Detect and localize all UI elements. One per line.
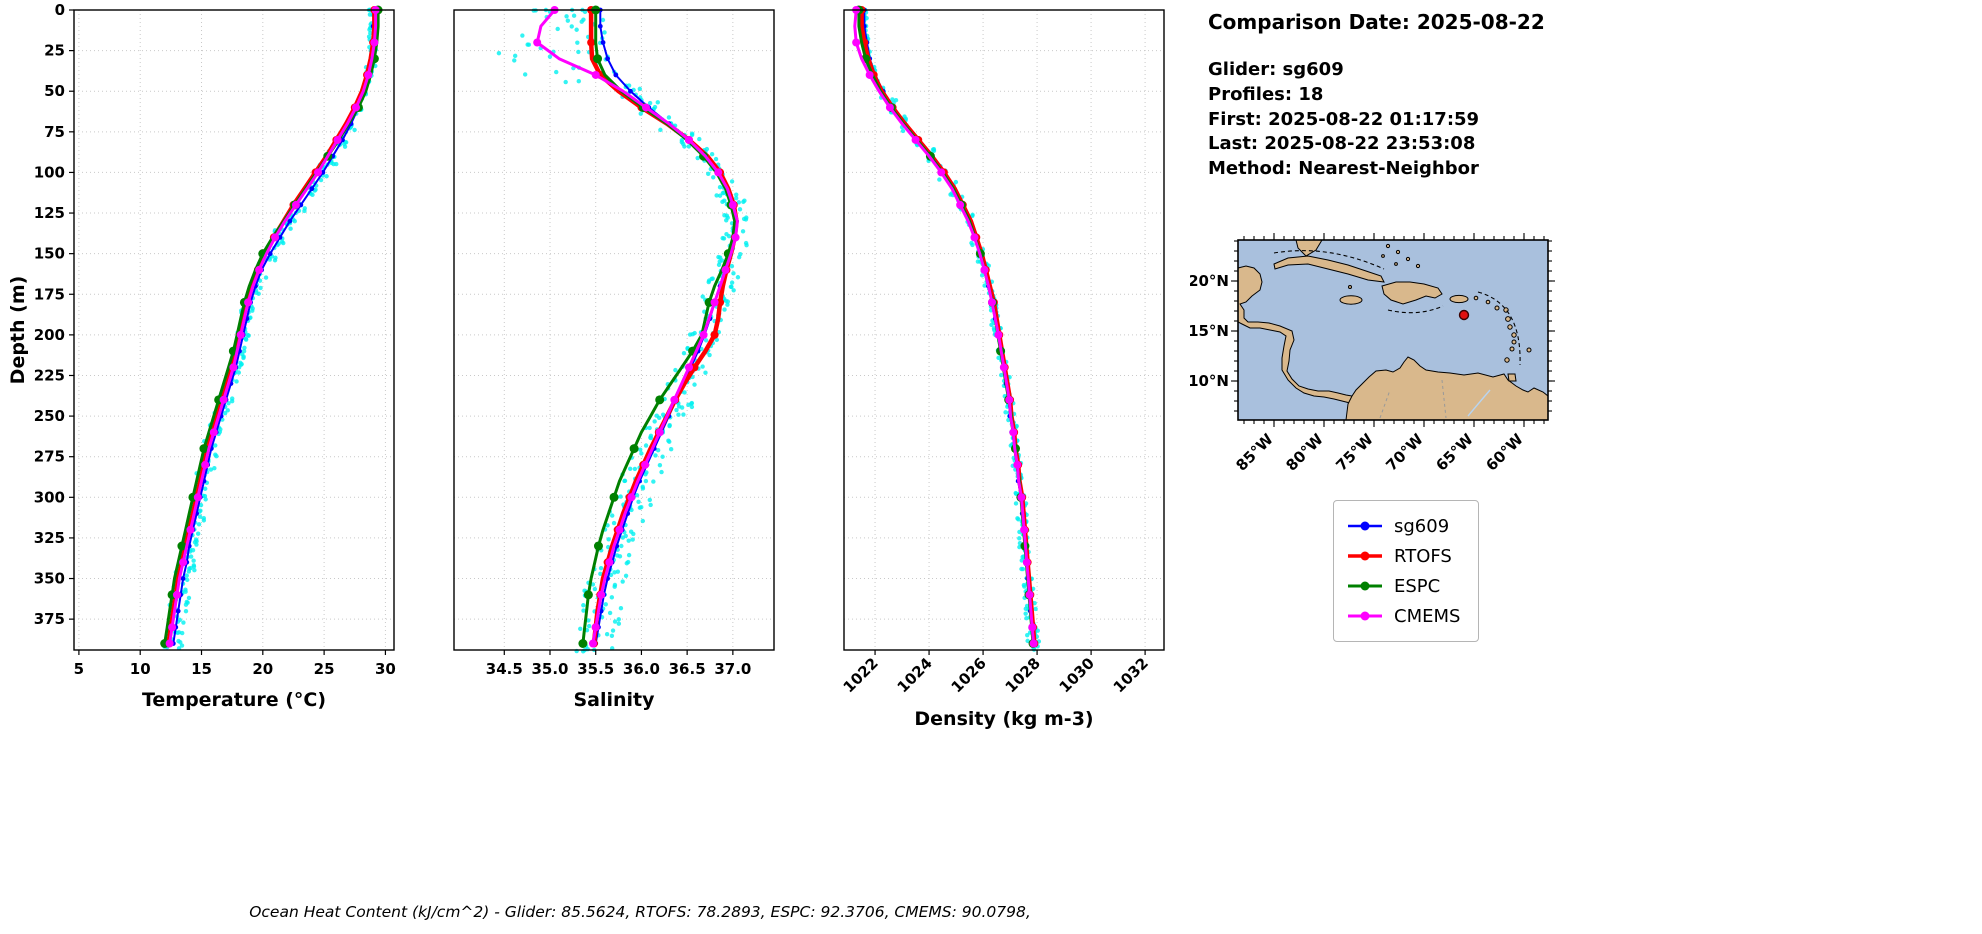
- svg-text:1030: 1030: [1056, 654, 1098, 696]
- map-border: [1237, 239, 1549, 421]
- svg-text:Depth (m): Depth (m): [8, 276, 29, 385]
- svg-text:15: 15: [191, 660, 212, 678]
- svg-text:36.5: 36.5: [669, 660, 706, 678]
- last-profile-time: Last: 2025-08-22 23:53:08: [1208, 133, 1476, 155]
- lon-label-85w: 85°W: [1232, 430, 1277, 475]
- svg-text:1024: 1024: [894, 654, 936, 696]
- svg-text:125: 125: [34, 204, 65, 222]
- series-CMEMS: [533, 6, 740, 648]
- svg-text:200: 200: [34, 326, 65, 344]
- legend-marker-cmems: [1348, 611, 1382, 621]
- salinity-profile-chart: 34.5 35.0 35.5 36.0 36.5 37.0 Salinity: [438, 4, 848, 783]
- legend-label-rtofs: RTOFS: [1394, 545, 1452, 567]
- svg-text:275: 275: [34, 448, 65, 466]
- svg-text:37.0: 37.0: [714, 660, 751, 678]
- legend-marker-rtofs: [1348, 551, 1382, 561]
- svg-text:100: 100: [34, 163, 65, 181]
- svg-text:5: 5: [74, 660, 84, 678]
- profile-plot-svg: 1022 1024 1026 1028 1030 1032 Density (kg m-3): [840, 5, 1165, 730]
- svg-text:250: 250: [34, 407, 65, 425]
- legend-label-sg609: sg609: [1394, 515, 1450, 537]
- svg-text:30: 30: [375, 660, 396, 678]
- svg-text:25: 25: [314, 660, 335, 678]
- svg-text:50: 50: [44, 82, 65, 100]
- glider-position-marker: [1458, 309, 1470, 321]
- lon-label-60w: 60°W: [1482, 430, 1527, 475]
- svg-text:35.0: 35.0: [531, 660, 568, 678]
- legend-item-cmems: CMEMS: [1346, 601, 1460, 631]
- lon-label-65w: 65°W: [1432, 430, 1477, 475]
- profile-plot-svg: 34.5 35.0 35.5 36.0 36.5 37.0 Salinity: [453, 5, 775, 711]
- map-lat-labels: 20°N 15°N 10°N: [1188, 272, 1229, 390]
- svg-text:35.5: 35.5: [577, 660, 614, 678]
- glider-id: Glider: sg609: [1208, 59, 1344, 80]
- legend-marker-espc: [1348, 581, 1382, 591]
- profile-plot-svg: 5 10 15 20 25 3002550751001251501752002252502…: [7, 1, 396, 711]
- map-lon-labels: 85°W 80°W 75°W 70°W 65°W 60°W: [1232, 430, 1527, 475]
- svg-text:75: 75: [44, 123, 65, 141]
- density-profile-chart: 1022 1024 1026 1028 1030 1032 Density (kg m-3): [828, 4, 1238, 783]
- map-minor-lines: [1379, 379, 1491, 419]
- legend-label-cmems: CMEMS: [1394, 605, 1461, 627]
- svg-text:20: 20: [252, 660, 273, 678]
- svg-text:225: 225: [34, 366, 65, 384]
- lon-label-75w: 75°W: [1332, 430, 1377, 475]
- svg-text:0: 0: [55, 4, 65, 19]
- lat-label-15n: 15°N: [1190, 322, 1229, 340]
- ocean-heat-content-caption: Ocean Heat Content (kJ/cm^2) - Glider: 8…: [249, 903, 1031, 921]
- svg-text:175: 175: [34, 285, 65, 303]
- svg-text:350: 350: [34, 570, 65, 588]
- lon-label-70w: 70°W: [1382, 430, 1427, 475]
- location-map-inset: 20°N 15°N 10°N 85°W 80°W 75°W 70°W 65°W …: [1188, 232, 1586, 502]
- svg-text:1028: 1028: [1002, 654, 1044, 696]
- svg-text:300: 300: [34, 488, 65, 506]
- caribbean-map: 20°N 15°N 10°N 85°W 80°W 75°W 70°W 65°W …: [1188, 233, 1555, 475]
- legend-item-sg609: sg609: [1346, 511, 1460, 541]
- profiles-count: Profiles: 18: [1208, 83, 1324, 105]
- map-dashed-contours: [1273, 250, 1521, 366]
- temperature-profile-chart: 5 10 15 20 25 30 0 25 50 75 100 125 150 175 200 225 250 2…: [7, 1, 428, 783]
- svg-text:325: 325: [34, 529, 65, 547]
- legend-marker-sg609: [1348, 521, 1382, 531]
- map-land: [1237, 239, 1549, 421]
- first-profile-time: First: 2025-08-22 01:17:59: [1208, 108, 1480, 130]
- svg-text:150: 150: [34, 245, 65, 263]
- lat-label-20n: 20°N: [1190, 272, 1229, 290]
- svg-text:375: 375: [34, 610, 65, 628]
- legend: sg609 RTOFS ESPC CMEMS: [1333, 500, 1480, 642]
- svg-text:1026: 1026: [948, 654, 990, 696]
- comparison-date: Comparison Date: 2025-08-22: [1208, 10, 1545, 34]
- map-graticule-ticks: [1231, 233, 1555, 427]
- legend-item-espc: ESPC: [1346, 571, 1460, 601]
- legend-label-espc: ESPC: [1394, 575, 1441, 597]
- series-CMEMS: [852, 6, 1038, 648]
- svg-text:Temperature (°C): Temperature (°C): [142, 689, 326, 711]
- svg-text:34.5: 34.5: [486, 660, 523, 678]
- svg-text:Density (kg m-3): Density (kg m-3): [914, 708, 1093, 730]
- method-label: Method: Nearest-Neighbor: [1208, 158, 1479, 180]
- svg-text:10: 10: [130, 660, 151, 678]
- comparison-info-block: Comparison Date: 2025-08-22 Glider: sg60…: [1208, 10, 1545, 182]
- lon-label-80w: 80°W: [1282, 430, 1327, 475]
- lat-label-10n: 10°N: [1190, 372, 1229, 390]
- svg-text:36.0: 36.0: [623, 660, 660, 678]
- svg-text:1022: 1022: [840, 654, 882, 696]
- svg-text:1032: 1032: [1110, 654, 1152, 696]
- legend-item-rtofs: RTOFS: [1346, 541, 1460, 571]
- svg-text:25: 25: [44, 42, 65, 60]
- svg-text:Salinity: Salinity: [573, 689, 655, 711]
